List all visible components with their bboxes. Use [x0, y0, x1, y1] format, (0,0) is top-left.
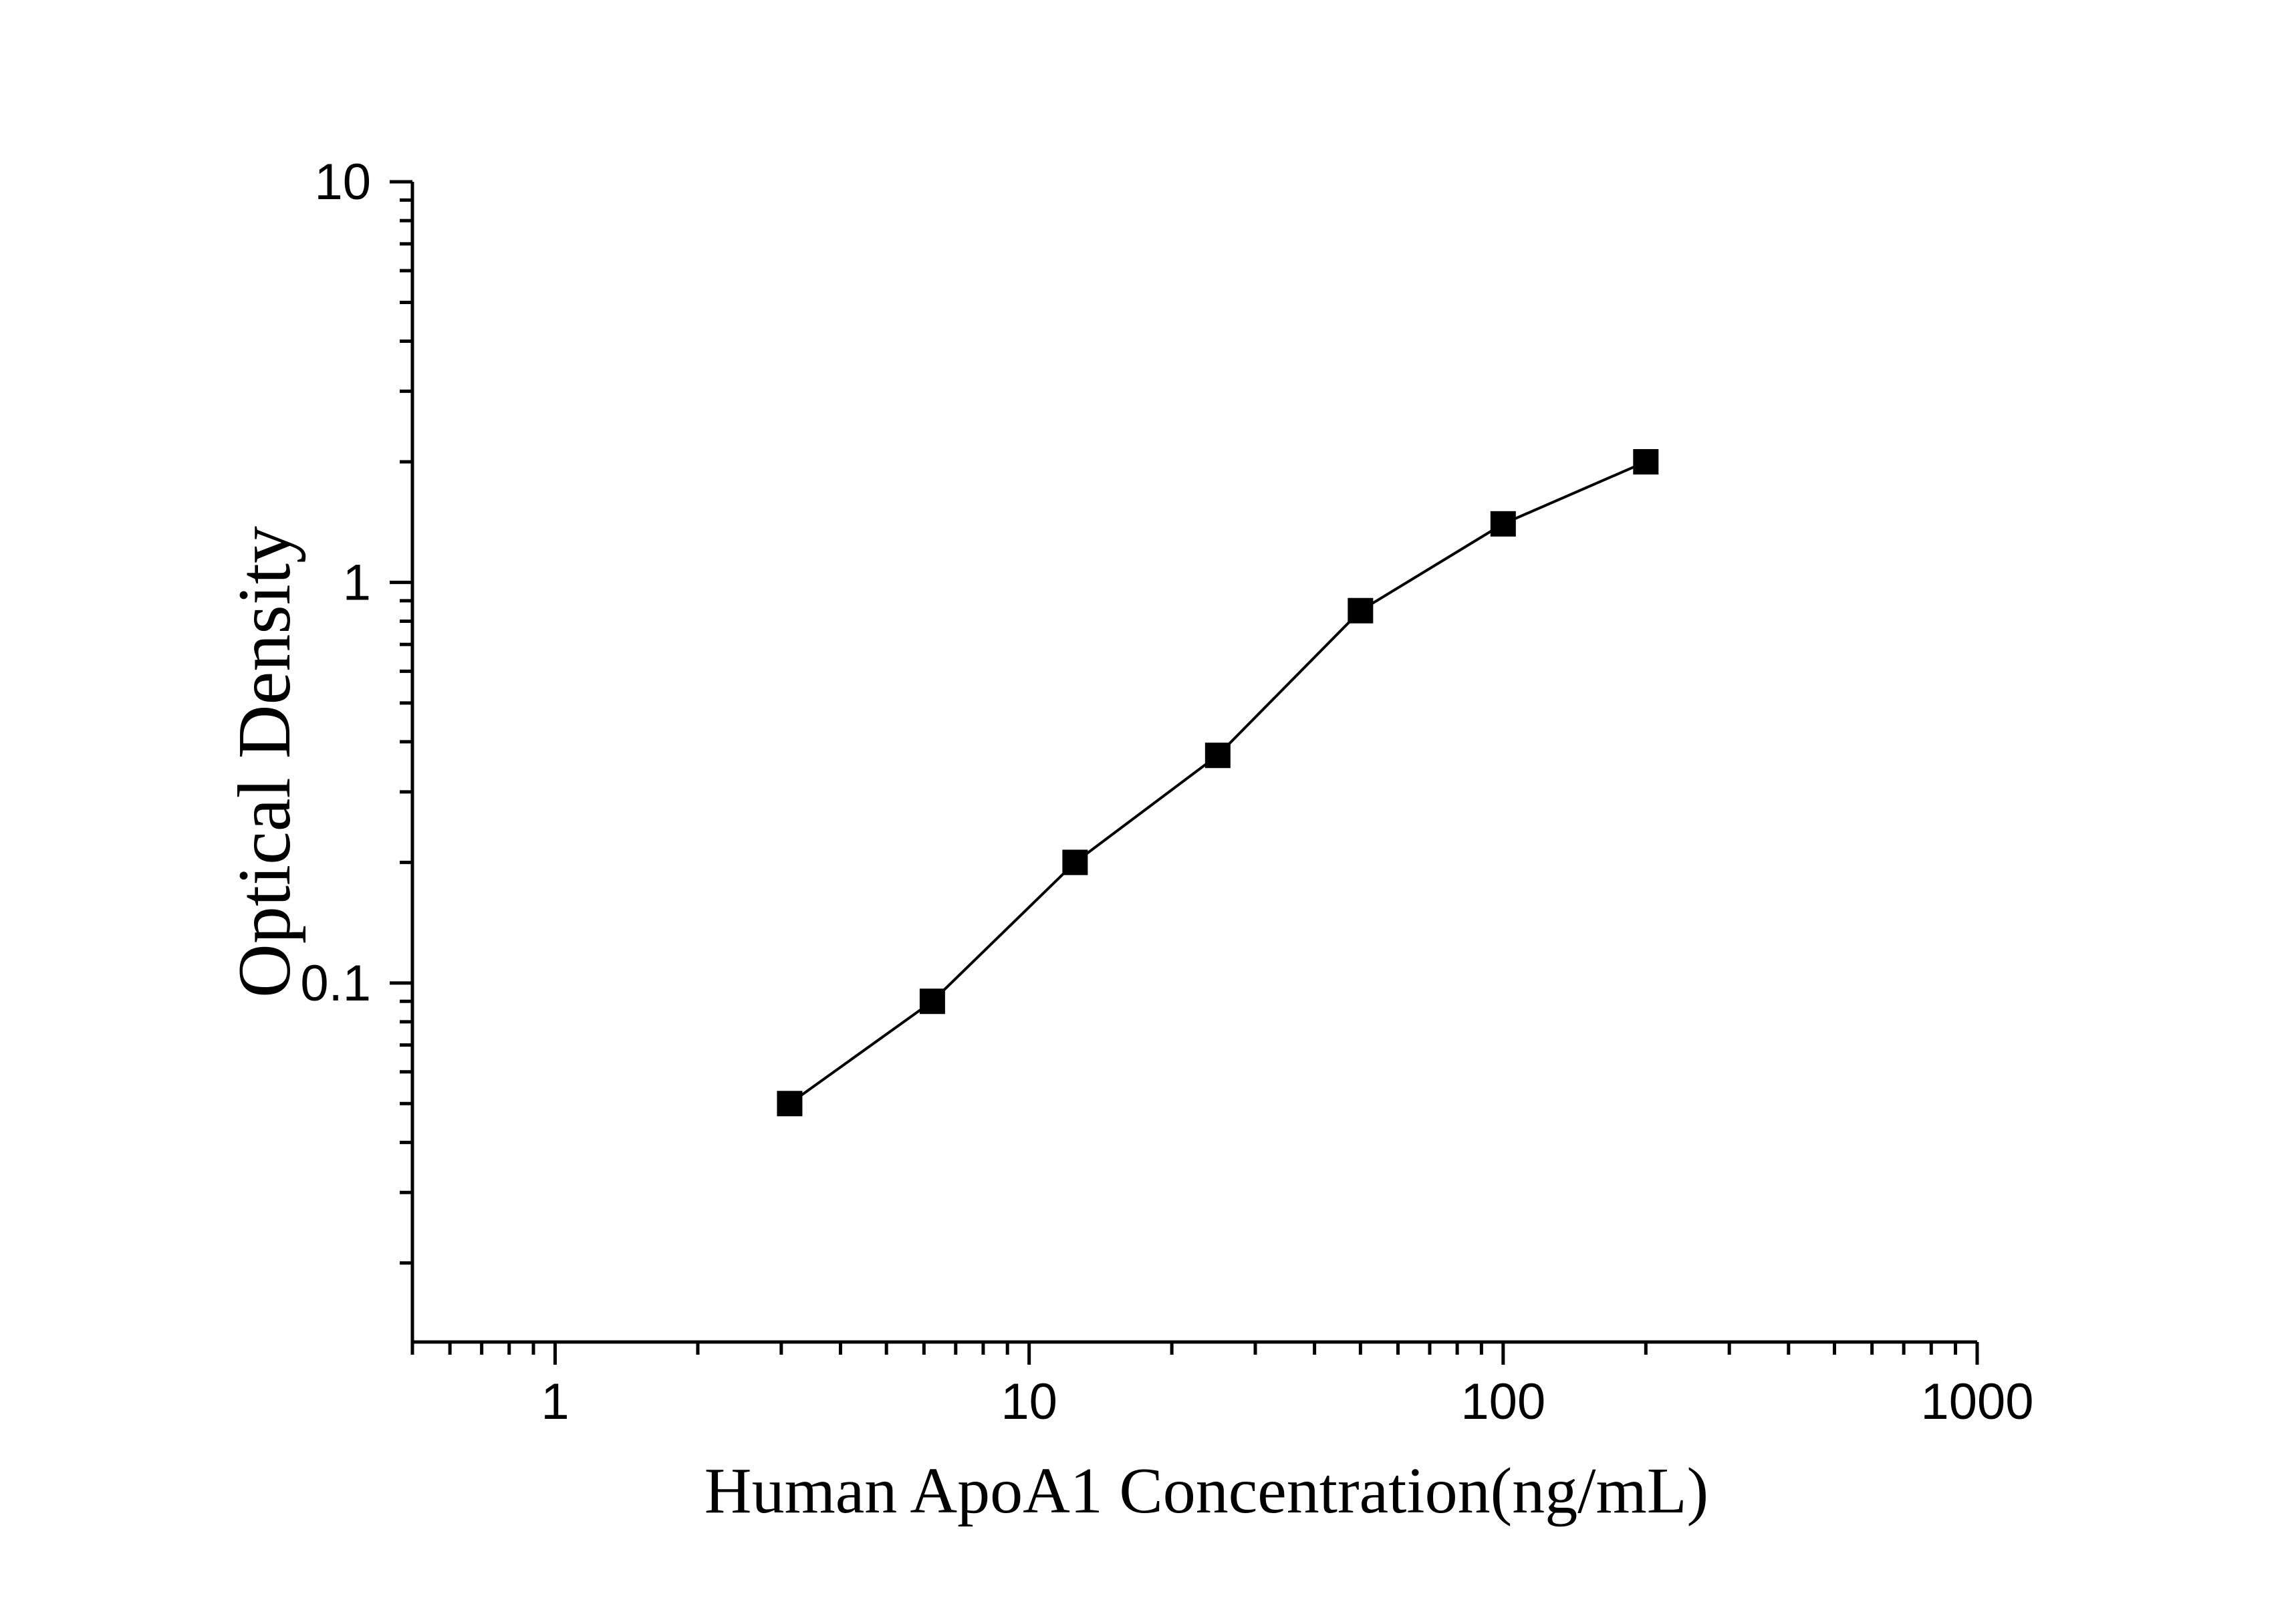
data-line [789, 460, 1647, 1105]
x-tick-label: 100 [1460, 1373, 1545, 1430]
x-tick-label: 10 [1001, 1373, 1057, 1430]
x-tick-label: 1 [541, 1373, 569, 1430]
axis-ticks [390, 180, 1979, 1365]
data-series [777, 448, 1659, 1117]
data-point-marker [1490, 511, 1516, 537]
axes [410, 182, 1977, 1344]
y-tick-label: 1 [343, 554, 371, 611]
data-point-marker [1204, 743, 1231, 769]
tick-labels: 1 10 100 1000 10 1 0.1 [300, 154, 2033, 1430]
data-point-marker [1348, 597, 1374, 624]
y-tick-label: 10 [314, 154, 371, 211]
data-point-marker [1062, 849, 1088, 876]
x-axis-title: Human ApoA1 Concentration(ng/mL) [705, 1455, 1708, 1527]
data-point-marker [777, 1091, 803, 1117]
y-tick-label: 0.1 [300, 955, 371, 1012]
data-point-marker [1633, 448, 1659, 475]
data-point-marker [919, 988, 945, 1015]
x-tick-label: 1000 [1920, 1373, 2033, 1430]
y-axis-title: Optical Density [223, 526, 306, 998]
